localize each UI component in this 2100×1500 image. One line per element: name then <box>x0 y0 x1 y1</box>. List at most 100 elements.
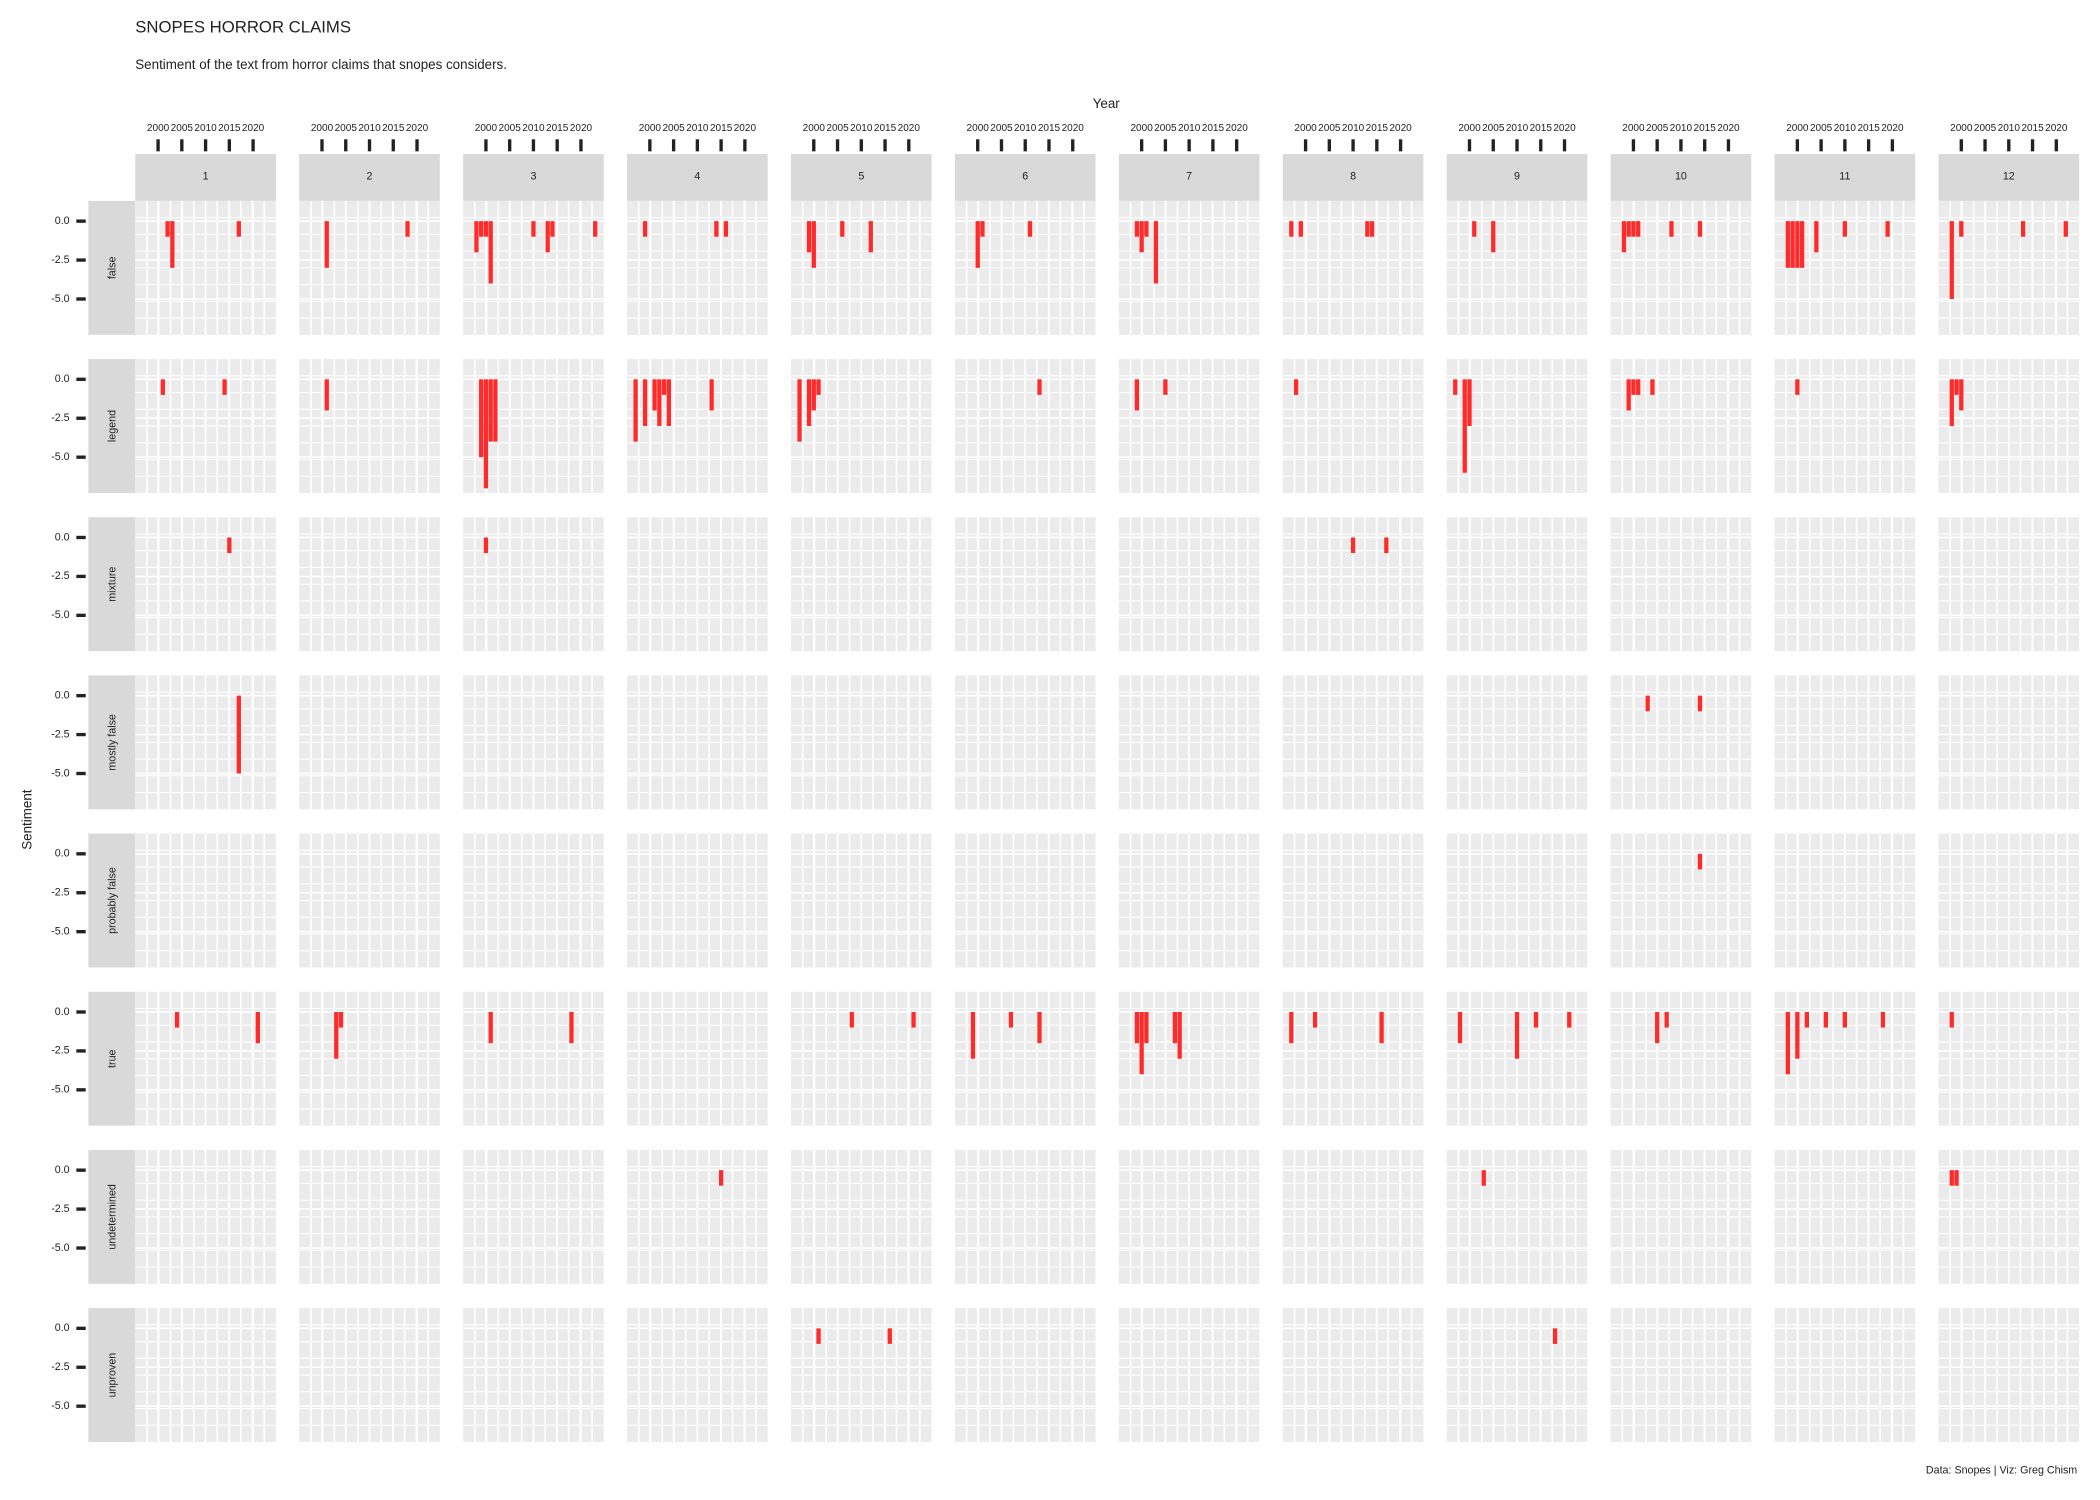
bar <box>1144 1011 1149 1044</box>
row-strip <box>88 991 136 1126</box>
x-axis-label: Year <box>1093 96 1121 111</box>
x-tick-label: 2000 <box>1130 123 1153 134</box>
row-strip-label: unproven <box>106 1353 118 1398</box>
bar <box>170 221 175 268</box>
x-tick-label: 2000 <box>967 123 990 134</box>
column-strip <box>1938 154 2080 201</box>
column-strip <box>1610 154 1752 201</box>
bar <box>488 379 493 442</box>
chart-subtitle: Sentiment of the text from horror claims… <box>135 57 507 72</box>
x-tick-label: 2015 <box>2021 123 2044 134</box>
bar <box>975 221 980 268</box>
column-strip <box>1118 154 1260 201</box>
y-tick-label: -5.0 <box>51 1242 69 1254</box>
x-tick-label: 2000 <box>311 123 334 134</box>
bar <box>1365 221 1370 237</box>
bar <box>1636 379 1641 395</box>
column-strip-label: 6 <box>1022 171 1028 183</box>
bar <box>1823 1011 1829 1028</box>
column-strip-label: 9 <box>1514 171 1520 183</box>
y-tick-label: -5.0 <box>51 451 69 463</box>
x-tick-label: 2005 <box>826 123 849 134</box>
row-strip-label: undetermined <box>106 1184 118 1249</box>
row-strip <box>88 675 136 810</box>
y-tick-label: -5.0 <box>51 767 69 779</box>
bar <box>1379 1011 1384 1044</box>
bar <box>1954 379 1959 395</box>
bar <box>1457 1011 1463 1044</box>
x-tick-label: 2000 <box>803 123 826 134</box>
row-strip-label: mostly false <box>106 714 118 771</box>
y-tick-label: 0.0 <box>55 1006 70 1018</box>
x-tick-label: 2010 <box>1834 123 1857 134</box>
y-tick-label: -2.5 <box>51 728 69 740</box>
bar <box>642 379 648 427</box>
bar <box>1650 379 1655 395</box>
bar <box>868 221 873 253</box>
bar <box>1384 537 1389 554</box>
bar <box>479 221 484 237</box>
x-tick-label: 2015 <box>1038 123 1061 134</box>
bar <box>1163 379 1168 395</box>
bar <box>633 379 638 442</box>
x-tick-label: 2010 <box>1014 123 1037 134</box>
row-strip <box>88 1149 136 1284</box>
bar <box>1664 1011 1669 1028</box>
bar <box>1949 379 1954 427</box>
column-strip <box>299 154 440 201</box>
bar <box>593 221 598 237</box>
bar <box>1655 1011 1660 1044</box>
y-tick-label: 0.0 <box>55 1322 70 1334</box>
bar <box>652 379 657 411</box>
column-strip-label: 1 <box>203 171 209 183</box>
bar <box>405 221 410 237</box>
bar <box>334 1011 339 1059</box>
bar <box>718 1170 724 1186</box>
bar <box>2020 221 2026 237</box>
bar <box>806 221 812 253</box>
row-strip <box>88 833 136 968</box>
bar <box>1697 695 1703 712</box>
x-tick-label: 2010 <box>1670 123 1693 134</box>
bar <box>1298 221 1303 237</box>
x-tick-label: 2015 <box>1694 123 1717 134</box>
y-tick-label: 0.0 <box>55 848 70 860</box>
x-tick-label: 2020 <box>1881 123 1904 134</box>
bar <box>1626 221 1631 237</box>
y-tick-label: 0.0 <box>55 689 70 701</box>
bar <box>1533 1011 1539 1028</box>
bar <box>1949 221 1954 300</box>
column-strip <box>954 154 1096 201</box>
bar <box>657 379 662 427</box>
bar <box>1626 379 1631 411</box>
x-tick-label: 2020 <box>2045 123 2068 134</box>
bar <box>545 221 550 253</box>
bar <box>1814 221 1819 253</box>
bar <box>797 379 802 442</box>
row-strip <box>88 200 136 335</box>
bar <box>483 537 489 554</box>
chart-title: SNOPES HORROR CLAIMS <box>135 18 351 37</box>
bar <box>1949 1011 1954 1028</box>
x-tick-label: 2015 <box>1366 123 1389 134</box>
row-strip <box>88 359 136 493</box>
bar <box>666 379 671 427</box>
x-tick-label: 2015 <box>1530 123 1553 134</box>
bar <box>723 221 729 237</box>
bar <box>236 695 241 774</box>
x-tick-label: 2010 <box>1178 123 1201 134</box>
y-tick-label: 0.0 <box>55 373 70 385</box>
bar <box>1636 221 1641 237</box>
y-tick-label: -2.5 <box>51 887 69 899</box>
x-tick-label: 2020 <box>1225 123 1248 134</box>
x-tick-label: 2015 <box>710 123 733 134</box>
x-tick-label: 2005 <box>335 123 358 134</box>
x-tick-label: 2010 <box>522 123 545 134</box>
y-tick-label: -5.0 <box>51 609 69 621</box>
bar <box>1842 1011 1848 1028</box>
x-tick-label: 2010 <box>194 123 217 134</box>
x-tick-label: 2000 <box>147 123 170 134</box>
bar <box>236 221 241 237</box>
bar <box>840 221 845 237</box>
x-tick-label: 2020 <box>1553 123 1576 134</box>
